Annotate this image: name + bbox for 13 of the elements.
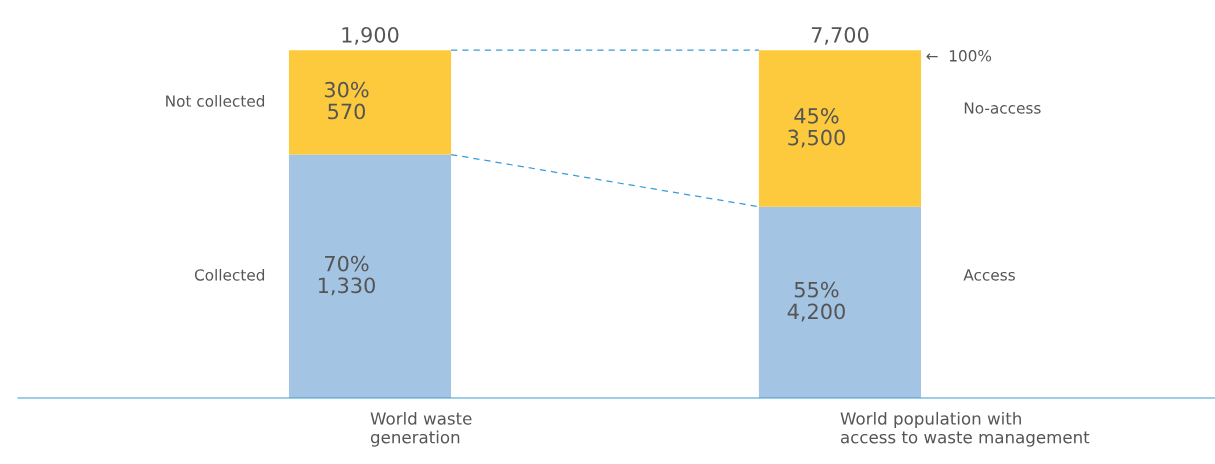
annotation: No-access [964,102,1041,114]
data-label: 30% 570 [324,81,369,120]
data-label: 55% 4,200 [787,281,845,322]
x-tick-label: World waste generation [370,411,472,447]
annotation: Not collected [166,94,265,107]
annotation: ← 100% [926,50,992,62]
text: 7,700 [811,26,869,45]
x-tick-label: World population with access to waste management [840,411,1090,447]
annotation: Access [963,269,1015,281]
data-label: 45% 3,500 [788,107,845,148]
annotation: Collected [194,268,265,281]
text: 1,900 [342,26,399,45]
data-label: 70% 1,330 [318,255,375,296]
